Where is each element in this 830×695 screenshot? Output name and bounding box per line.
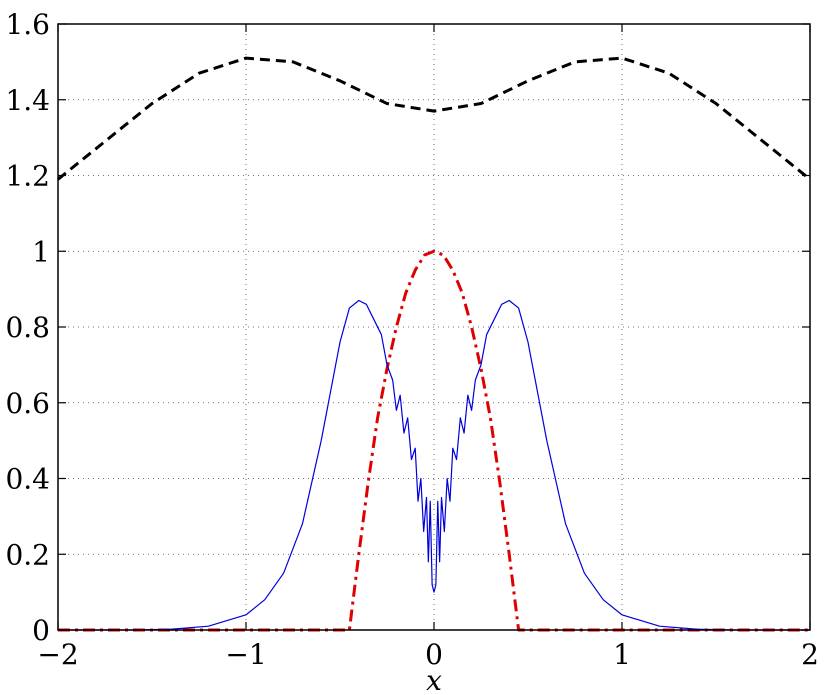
- x-tick-label: 0: [425, 638, 443, 671]
- x-axis-label: x: [426, 664, 442, 695]
- x-tick-label: −1: [225, 638, 266, 671]
- grid: [58, 24, 810, 630]
- y-tick-label: 0.2: [5, 538, 50, 571]
- ticks: [57, 23, 811, 631]
- dashdot-red-series: [58, 249, 810, 632]
- dashed-black-series: [57, 56, 811, 181]
- y-tick-label: 0.8: [5, 311, 50, 344]
- solid-blue-series: [58, 299, 810, 631]
- y-tick-label: 1.4: [5, 84, 50, 117]
- x-tick-label: 1: [613, 638, 631, 671]
- y-tick-label: 1.6: [5, 8, 50, 41]
- y-tick-label: 1: [32, 235, 50, 268]
- y-tick-label: 0: [32, 614, 50, 647]
- series-group: [57, 56, 811, 632]
- tick-labels: −2 −1 0 1 2 0 0.2 0.4 0.6 0.8 1 1.2 1.4 1.6: [5, 8, 818, 671]
- y-tick-label: 0.6: [5, 387, 50, 420]
- y-tick-label: 0.4: [5, 463, 50, 496]
- x-tick-label: 2: [801, 638, 819, 671]
- y-tick-label: 1.2: [5, 160, 50, 193]
- x-tick-label: −2: [37, 638, 78, 671]
